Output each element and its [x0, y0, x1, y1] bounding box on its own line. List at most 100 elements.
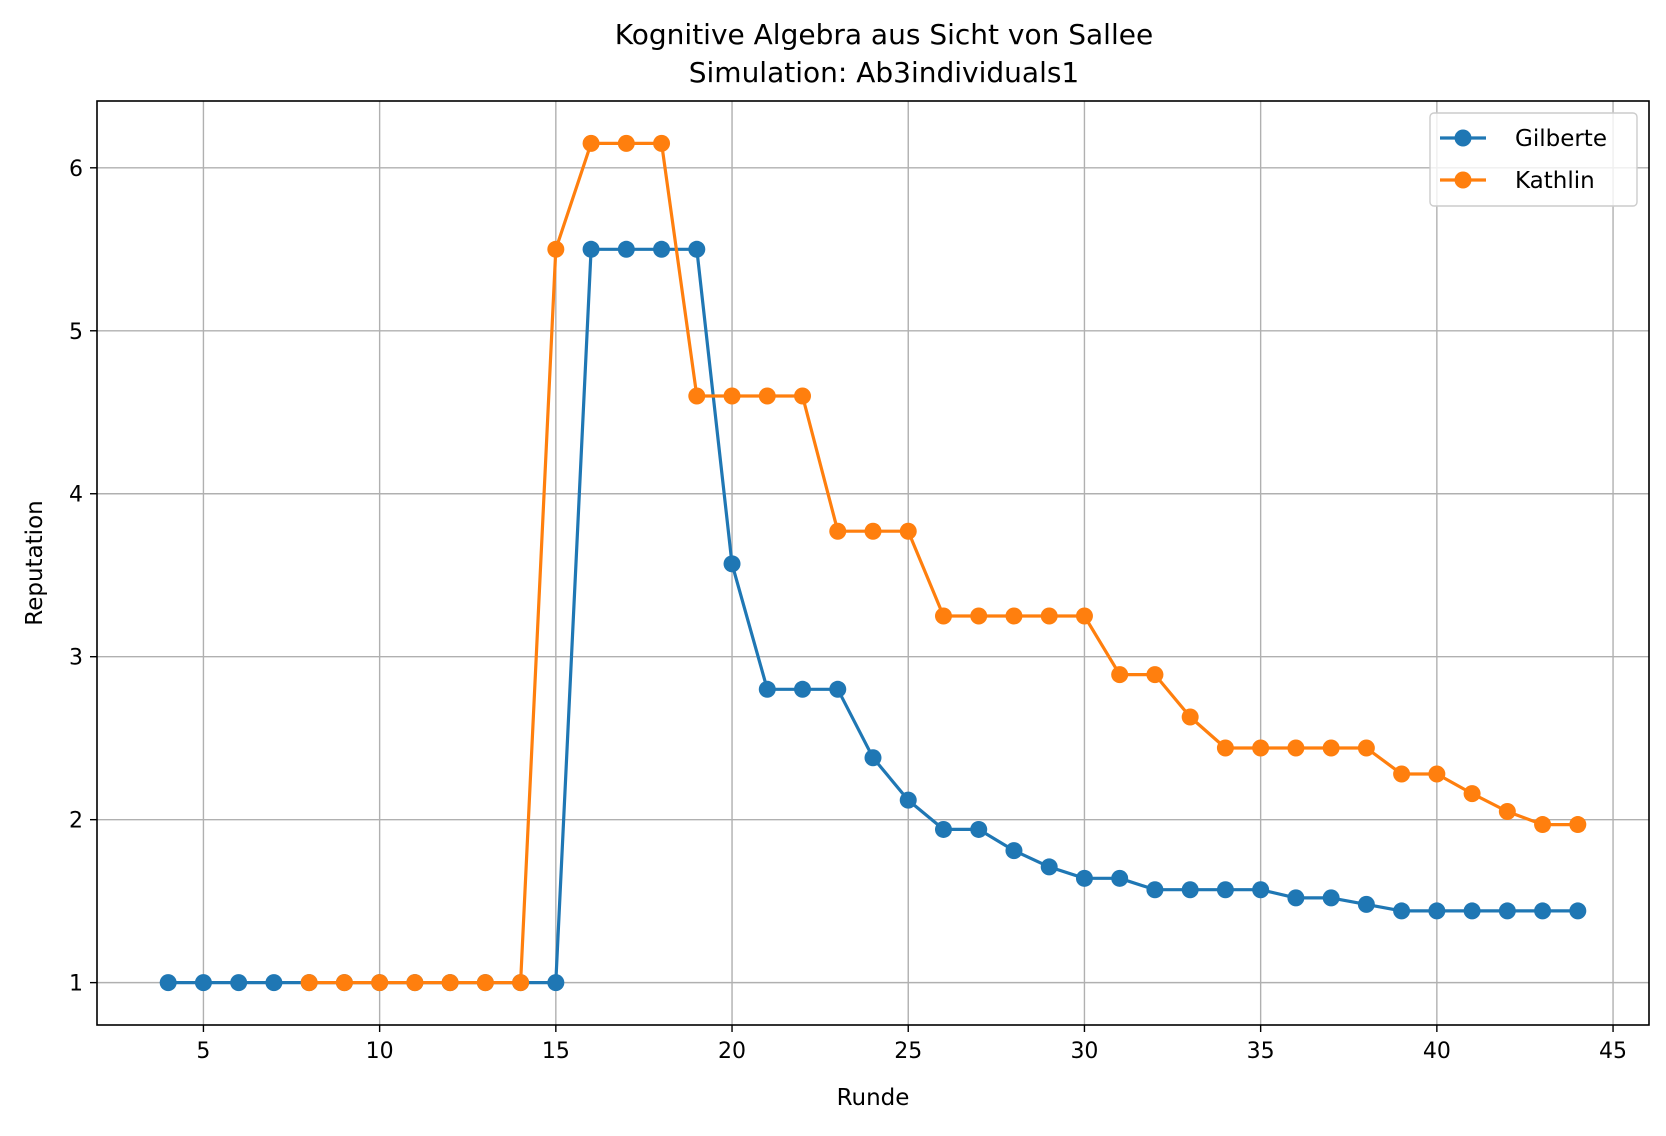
data-point-kathlin [1498, 803, 1516, 821]
y-tick-label: 5 [69, 320, 83, 345]
data-point-kathlin [688, 387, 706, 405]
data-point-kathlin [1287, 739, 1305, 757]
chart-title: Kognitive Algebra aus Sicht von Sallee [615, 18, 1153, 51]
data-point-gilberte [1287, 889, 1305, 907]
data-point-kathlin [1428, 765, 1446, 783]
data-point-kathlin [582, 134, 600, 152]
x-tick-label: 20 [718, 1039, 746, 1064]
data-point-gilberte [1428, 902, 1446, 920]
data-point-gilberte [1322, 889, 1340, 907]
data-point-gilberte [829, 680, 847, 698]
data-point-kathlin [406, 974, 424, 992]
legend-marker-kathlin [1454, 171, 1472, 189]
data-point-gilberte [688, 240, 706, 258]
data-point-kathlin [335, 974, 353, 992]
legend-label-gilberte: Gilberte [1515, 126, 1607, 152]
data-point-kathlin [653, 134, 671, 152]
x-tick-label: 25 [894, 1039, 922, 1064]
data-point-gilberte [159, 974, 177, 992]
data-point-kathlin [899, 522, 917, 540]
data-point-kathlin [371, 974, 389, 992]
y-tick-label: 3 [69, 646, 83, 671]
data-point-gilberte [1534, 902, 1552, 920]
plot-frame [96, 100, 1650, 1026]
legend-frame [1429, 112, 1638, 207]
data-point-kathlin [1111, 666, 1129, 684]
data-point-gilberte [1005, 842, 1023, 860]
data-point-kathlin [794, 387, 812, 405]
data-point-gilberte [1393, 902, 1411, 920]
data-point-kathlin [934, 607, 952, 625]
y-tick-label: 1 [69, 972, 83, 997]
data-point-gilberte [1569, 902, 1587, 920]
data-point-kathlin [1216, 739, 1234, 757]
y-tick-label: 6 [69, 157, 83, 182]
data-point-kathlin [970, 607, 988, 625]
data-point-gilberte [1075, 869, 1093, 887]
data-point-gilberte [758, 680, 776, 698]
data-point-kathlin [1252, 739, 1270, 757]
data-point-gilberte [1357, 895, 1375, 913]
data-point-kathlin [1005, 607, 1023, 625]
x-tick-label: 10 [366, 1039, 394, 1064]
x-tick-label: 30 [1070, 1039, 1098, 1064]
data-point-kathlin [1181, 708, 1199, 726]
x-tick-label: 5 [196, 1039, 210, 1064]
data-point-gilberte [934, 820, 952, 838]
data-point-gilberte [265, 974, 283, 992]
data-point-kathlin [1040, 607, 1058, 625]
legend-marker-gilberte [1454, 129, 1472, 147]
data-point-gilberte [653, 240, 671, 258]
data-point-kathlin [547, 240, 565, 258]
data-point-kathlin [829, 522, 847, 540]
chart-subtitle: Simulation: Ab3individuals1 [689, 56, 1080, 89]
x-tick-label: 35 [1247, 1039, 1275, 1064]
data-point-gilberte [1498, 902, 1516, 920]
x-axis-label: Runde [837, 1085, 910, 1111]
data-point-gilberte [230, 974, 248, 992]
grid [97, 101, 1649, 1025]
x-tick-label: 40 [1423, 1039, 1451, 1064]
y-tick-label: 2 [69, 809, 83, 834]
series-layer [159, 134, 1587, 992]
data-point-kathlin [1322, 739, 1340, 757]
data-point-kathlin [1357, 739, 1375, 757]
legend: Gilberte Kathlin [1429, 112, 1638, 207]
data-point-kathlin [300, 974, 318, 992]
y-tick-label: 4 [69, 483, 83, 508]
data-point-kathlin [723, 387, 741, 405]
data-point-kathlin [864, 522, 882, 540]
data-point-gilberte [1040, 858, 1058, 876]
data-point-gilberte [864, 749, 882, 767]
x-tick-label: 15 [542, 1039, 570, 1064]
legend-label-kathlin: Kathlin [1515, 168, 1595, 194]
data-point-kathlin [512, 974, 530, 992]
data-point-kathlin [1393, 765, 1411, 783]
x-tick-label: 45 [1599, 1039, 1627, 1064]
data-point-kathlin [1075, 607, 1093, 625]
data-point-gilberte [582, 240, 600, 258]
data-point-gilberte [899, 791, 917, 809]
data-point-gilberte [970, 820, 988, 838]
data-point-kathlin [441, 974, 459, 992]
data-point-gilberte [1252, 881, 1270, 899]
data-point-gilberte [547, 974, 565, 992]
data-point-gilberte [1146, 881, 1164, 899]
data-point-kathlin [1146, 666, 1164, 684]
data-point-gilberte [723, 555, 741, 573]
data-point-gilberte [1111, 869, 1129, 887]
data-point-gilberte [794, 680, 812, 698]
data-point-kathlin [1463, 785, 1481, 803]
data-point-kathlin [476, 974, 494, 992]
data-point-gilberte [194, 974, 212, 992]
data-point-kathlin [758, 387, 776, 405]
data-point-kathlin [1569, 816, 1587, 834]
data-point-gilberte [617, 240, 635, 258]
data-point-gilberte [1216, 881, 1234, 899]
y-axis-label: Reputation [22, 500, 48, 625]
data-point-gilberte [1181, 881, 1199, 899]
